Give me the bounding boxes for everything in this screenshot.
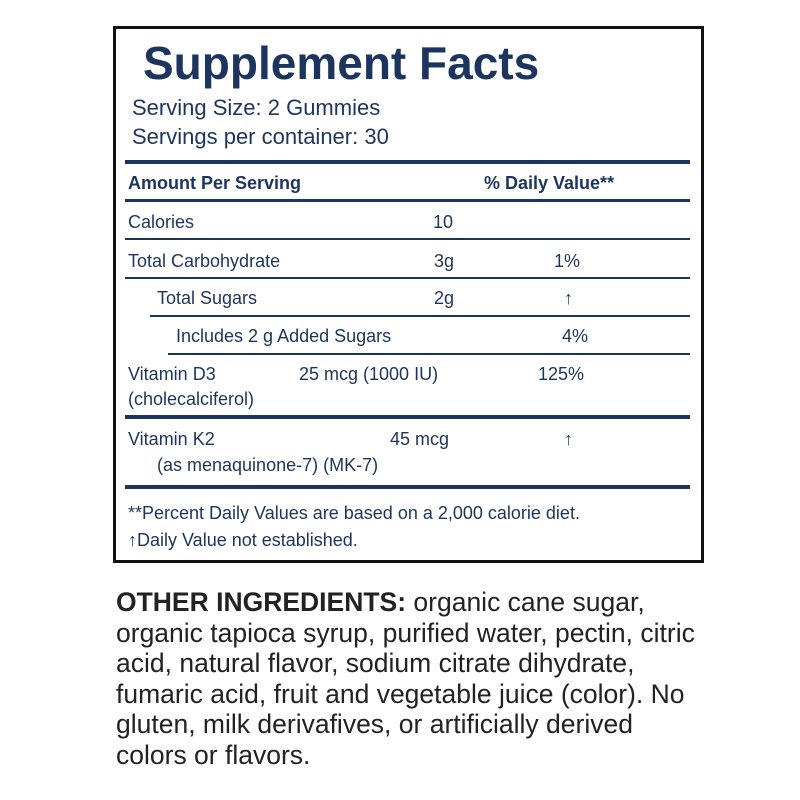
row-sugars-dv: ↑ (564, 288, 573, 308)
divider (125, 238, 690, 240)
panel-title: Supplement Facts (143, 37, 540, 89)
divider (150, 315, 690, 317)
row-vitamin-k2-dv: ↑ (564, 429, 573, 449)
footnote-daily-values: **Percent Daily Values are based on a 2,… (128, 503, 580, 523)
other-ingredients-label: OTHER INGREDIENTS: (116, 587, 407, 617)
divider-thick (125, 415, 690, 419)
row-sugars-amount: 2g (434, 288, 455, 308)
supplement-facts-panel (113, 26, 704, 563)
divider-thick (125, 485, 690, 489)
row-added-sugars-dv: 4% (562, 326, 589, 346)
row-calories-name: Calories (128, 212, 195, 232)
row-vitamin-d3-sub: (cholecalciferol) (128, 389, 255, 409)
row-carb-name: Total Carbohydrate (128, 251, 281, 271)
row-vitamin-d3-name: Vitamin D3 (128, 364, 216, 384)
row-carb-amount: 3g (434, 251, 455, 271)
row-vitamin-d3-amount: 25 mcg (1000 IU) (299, 364, 439, 384)
other-ingredients: OTHER INGREDIENTS: organic cane sugar, o… (116, 587, 696, 770)
servings-per-container: Servings per container: 30 (132, 124, 389, 149)
row-sugars-name: Total Sugars (157, 288, 258, 308)
amount-per-serving-header: Amount Per Serving (128, 173, 302, 193)
divider-thick (125, 160, 690, 164)
divider (125, 199, 690, 202)
serving-size: Serving Size: 2 Gummies (132, 95, 381, 120)
row-added-sugars-name: Includes 2 g Added Sugars (176, 326, 392, 346)
daily-value-header: % Daily Value** (484, 173, 615, 193)
divider (168, 353, 690, 355)
divider (125, 277, 690, 279)
row-vitamin-k2-sub: (as menaquinone-7) (MK-7) (157, 455, 379, 475)
row-vitamin-d3-dv: 125% (538, 364, 585, 384)
row-vitamin-k2-amount: 45 mcg (390, 429, 450, 449)
row-vitamin-k2-name: Vitamin K2 (128, 429, 215, 449)
row-carb-dv: 1% (554, 251, 581, 271)
row-calories-amount: 10 (433, 212, 454, 232)
footnote-not-established: ↑Daily Value not established. (128, 530, 358, 550)
other-ingredients-text: organic cane sugar, organic tapioca syru… (116, 587, 695, 770)
